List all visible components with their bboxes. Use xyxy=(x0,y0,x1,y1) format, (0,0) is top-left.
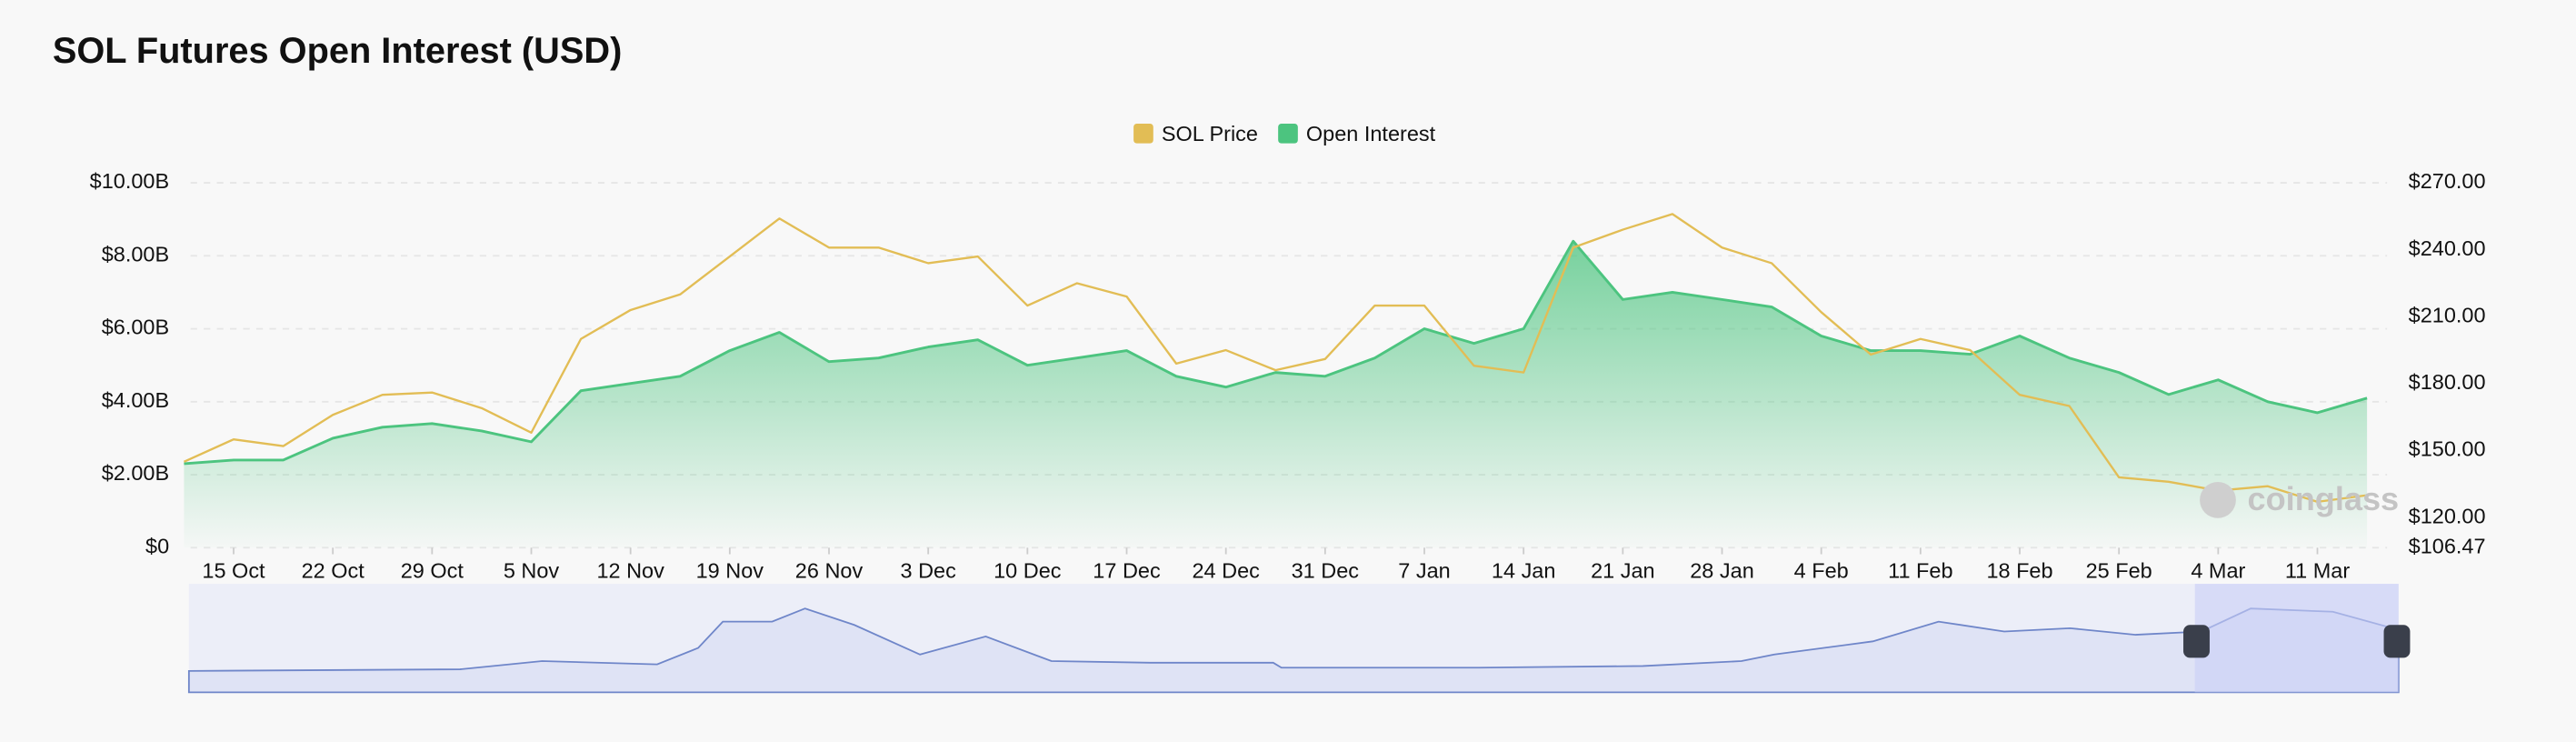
legend-swatch xyxy=(1133,123,1153,144)
legend-swatch xyxy=(1278,123,1298,144)
y-tick-label: $8.00B xyxy=(102,243,169,266)
y-tick-label: $0 xyxy=(145,534,169,557)
legend: SOL Price Open Interest xyxy=(1133,122,1436,145)
x-tick-label: 12 Nov xyxy=(596,559,664,583)
x-tick-label: 22 Oct xyxy=(302,559,365,583)
x-tick-label: 4 Mar xyxy=(2191,559,2245,583)
y2-tick-label: $240.00 xyxy=(2409,236,2486,260)
x-tick-label: 11 Feb xyxy=(1888,559,1952,583)
watermark-logo xyxy=(2200,481,2236,518)
y-tick-label: $10.00B xyxy=(90,169,169,193)
area xyxy=(184,241,2368,548)
y2-tick-label: $150.00 xyxy=(2409,437,2486,461)
line xyxy=(184,239,2368,466)
x-tick-label: 26 Nov xyxy=(795,559,864,583)
x-tick-label: 3 Dec xyxy=(901,559,957,583)
y-tick-label: $6.00B xyxy=(102,316,169,339)
line xyxy=(183,213,2368,504)
x-tick-label: 24 Dec xyxy=(1192,559,1260,583)
x-tick-label: 5 Nov xyxy=(504,559,560,583)
x-tick-label: 21 Jan xyxy=(1591,559,1655,583)
watermark: coinglass xyxy=(2248,480,2400,517)
y2-tick-label: $106.47 xyxy=(2409,534,2486,557)
x-tick-label: 18 Feb xyxy=(1986,559,2052,583)
x-tick-label: 25 Feb xyxy=(2086,559,2152,583)
y2-tick-label: $120.00 xyxy=(2409,504,2486,527)
x-tick-label: 11 Mar xyxy=(2285,559,2351,583)
x-tick-label: 14 Jan xyxy=(1492,559,1556,583)
legend-label[interactable]: Open Interest xyxy=(1306,122,1436,145)
range-navigator[interactable] xyxy=(187,584,2411,694)
x-tick-label: 10 Dec xyxy=(993,559,1062,583)
y2-tick-label: $210.00 xyxy=(2409,303,2486,326)
x-tick-label: 7 Jan xyxy=(1398,559,1450,583)
x-tick-label: 29 Oct xyxy=(401,559,464,583)
x-tick-label: 15 Oct xyxy=(202,559,265,583)
y2-tick-label: $180.00 xyxy=(2409,370,2486,394)
navigator-handle[interactable] xyxy=(2183,625,2210,658)
navigator-selection[interactable] xyxy=(2194,584,2399,693)
navigator-handle[interactable] xyxy=(2383,625,2411,658)
x-tick-label: 19 Nov xyxy=(696,559,764,583)
y-tick-label: $4.00B xyxy=(102,388,169,412)
x-tick-label: 31 Dec xyxy=(1292,559,1360,583)
x-tick-label: 28 Jan xyxy=(1690,559,1754,583)
x-tick-label: 17 Dec xyxy=(1093,559,1161,583)
legend-label[interactable]: SOL Price xyxy=(1162,122,1258,145)
y2-tick-label: $270.00 xyxy=(2409,169,2486,193)
x-tick-label: 4 Feb xyxy=(1794,559,1849,583)
y-tick-label: $2.00B xyxy=(102,461,169,485)
chart-title: SOL Futures Open Interest (USD) xyxy=(53,31,623,71)
